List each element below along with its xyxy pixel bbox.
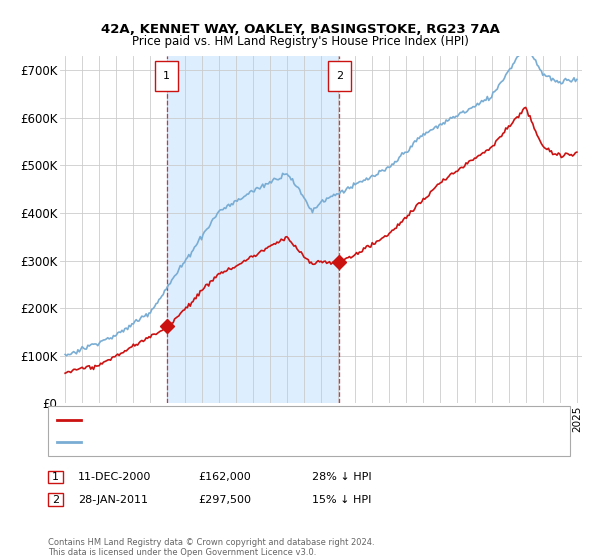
Text: £162,000: £162,000 bbox=[198, 472, 251, 482]
Text: 15% ↓ HPI: 15% ↓ HPI bbox=[312, 494, 371, 505]
Text: 42A, KENNET WAY, OAKLEY, BASINGSTOKE, RG23 7AA: 42A, KENNET WAY, OAKLEY, BASINGSTOKE, RG… bbox=[101, 24, 499, 36]
Text: 11-DEC-2000: 11-DEC-2000 bbox=[78, 472, 151, 482]
Text: 1: 1 bbox=[52, 472, 59, 482]
Text: £297,500: £297,500 bbox=[198, 494, 251, 505]
FancyBboxPatch shape bbox=[155, 61, 178, 91]
Text: 2: 2 bbox=[336, 71, 343, 81]
Text: Contains HM Land Registry data © Crown copyright and database right 2024.
This d: Contains HM Land Registry data © Crown c… bbox=[48, 538, 374, 557]
Bar bbox=[167, 56, 340, 403]
Text: 28-JAN-2011: 28-JAN-2011 bbox=[78, 494, 148, 505]
Text: 42A, KENNET WAY, OAKLEY, BASINGSTOKE, RG23 7AA (detached house): 42A, KENNET WAY, OAKLEY, BASINGSTOKE, RG… bbox=[87, 415, 463, 425]
Text: HPI: Average price, detached house, Basingstoke and Deane: HPI: Average price, detached house, Basi… bbox=[87, 437, 403, 447]
FancyBboxPatch shape bbox=[328, 61, 351, 91]
Text: 2: 2 bbox=[52, 494, 59, 505]
Text: 28% ↓ HPI: 28% ↓ HPI bbox=[312, 472, 371, 482]
Text: Price paid vs. HM Land Registry's House Price Index (HPI): Price paid vs. HM Land Registry's House … bbox=[131, 35, 469, 48]
Text: 1: 1 bbox=[163, 71, 170, 81]
